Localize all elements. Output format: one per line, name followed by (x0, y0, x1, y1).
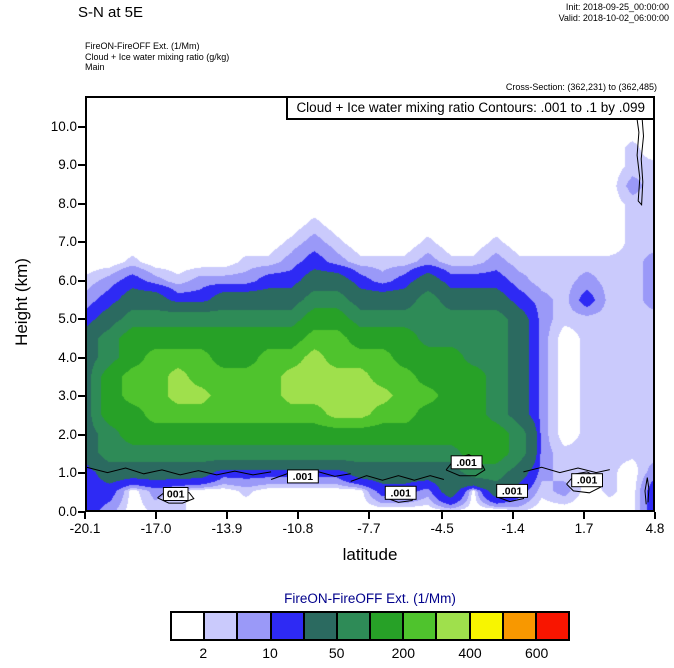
y-tick-mark (78, 511, 85, 513)
y-tick-label: 0.0 (58, 504, 77, 519)
y-tick-mark (78, 395, 85, 398)
colorbar-tick-label: 400 (458, 645, 482, 661)
x-tick-label: -17.0 (140, 521, 172, 536)
y-tick-mark (78, 356, 85, 359)
x-tick-mark (154, 512, 157, 519)
colorbar-cell (302, 611, 338, 641)
colorbar-cell (335, 611, 372, 641)
colorbar (170, 611, 571, 641)
colorbar-tick-label: 10 (262, 645, 278, 661)
plot-area: 001.001.001.001.001.001 Cloud + Ice wate… (85, 96, 655, 512)
colorbar-cell (170, 611, 206, 641)
colorbar-title: FireON-FireOFF Ext. (1/Mm) (284, 591, 456, 606)
y-axis-label: Height (km) (12, 258, 31, 346)
x-tick-mark (583, 512, 586, 519)
colorbar-cell (501, 611, 537, 641)
x-tick-mark (296, 512, 299, 519)
x-tick-mark (84, 512, 86, 519)
x-tick-label: 1.7 (574, 521, 594, 536)
y-tick-mark (78, 318, 85, 321)
run-times: Init: 2018-09-25_00:00:00 Valid: 2018-10… (559, 2, 669, 24)
x-tick-label: -20.1 (69, 521, 101, 536)
x-tick-mark (441, 512, 444, 519)
y-tick-mark (78, 125, 85, 128)
y-tick-label: 10.0 (50, 118, 77, 134)
y-tick-mark (78, 433, 85, 436)
colorbar-cell (435, 611, 471, 641)
colorbar-cell (236, 611, 272, 641)
y-tick-mark (78, 472, 85, 475)
colorbar-cell (468, 611, 504, 641)
x-tick-mark (225, 512, 228, 519)
y-tick-label: 4.0 (58, 349, 77, 365)
field-canvas (87, 98, 653, 510)
x-tick-label: -10.8 (282, 521, 314, 536)
x-tick-mark (654, 512, 656, 519)
valid-time: Valid: 2018-10-02_06:00:00 (558, 13, 669, 23)
init-time: Init: 2018-09-25_00:00:00 (565, 2, 669, 12)
colorbar-tick-label: 2 (199, 645, 208, 661)
cross-section-note: Cross-Section: (362,231) to (362,485) (505, 82, 657, 92)
x-tick-label: -4.5 (430, 521, 454, 536)
y-tick-label: 7.0 (58, 234, 77, 250)
y-tick-mark (78, 279, 85, 282)
colorbar-cell (402, 611, 438, 641)
colorbar-tick-label: 600 (524, 645, 549, 661)
colorbar-tick-label: 50 (328, 645, 345, 661)
x-tick-mark (367, 512, 370, 519)
colorbar-tick-label: 200 (391, 645, 416, 661)
colorbar-cell (269, 611, 305, 641)
colorbar-cell (534, 611, 571, 641)
x-tick-label: -1.4 (501, 521, 525, 536)
y-tick-label: 9.0 (58, 157, 77, 173)
y-tick-mark (78, 241, 85, 244)
plot-inner-title: Cloud + Ice water mixing ratio Contours:… (286, 98, 653, 120)
x-axis-label: latitude (342, 545, 398, 564)
y-tick-label: 1.0 (58, 465, 77, 481)
y-tick-mark (78, 164, 85, 167)
colorbar-cell (203, 611, 239, 641)
x-tick-label: -7.7 (357, 521, 381, 536)
field-line-1: FireON-FireOFF Ext. (1/Mm) (85, 41, 200, 51)
y-tick-label: 3.0 (58, 388, 77, 404)
y-tick-mark (78, 202, 85, 205)
y-tick-label: 8.0 (58, 195, 77, 211)
x-tick-label: 4.8 (645, 521, 665, 536)
y-tick-label: 5.0 (58, 311, 77, 327)
page-title: S-N at 5E (78, 4, 144, 21)
colorbar-cell (369, 611, 405, 641)
y-tick-label: 2.0 (58, 426, 77, 442)
x-tick-label: -13.9 (211, 521, 243, 536)
field-description: FireON-FireOFF Ext. (1/Mm) Cloud + Ice w… (85, 41, 229, 73)
field-line-2: Cloud + Ice water mixing ratio (g/kg) (85, 51, 230, 62)
field-line-3: Main (85, 62, 105, 72)
y-tick-label: 6.0 (58, 272, 77, 288)
x-tick-mark (512, 512, 515, 519)
